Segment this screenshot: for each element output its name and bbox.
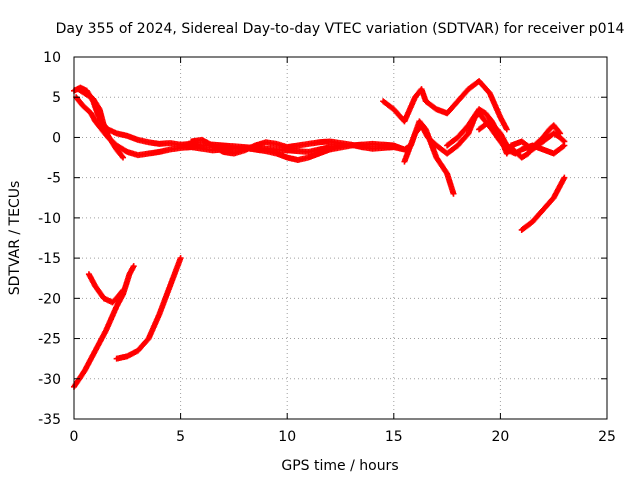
x-tick-label: 20: [491, 429, 509, 445]
data-point: [561, 174, 568, 181]
x-axis-title: GPS time / hours: [281, 458, 398, 474]
y-tick-label: -30: [38, 372, 61, 388]
x-tick-label: 10: [278, 429, 296, 445]
x-tick-label: 5: [176, 429, 185, 445]
series-arc-4: [188, 136, 408, 157]
y-tick-label: -10: [38, 211, 61, 227]
data-point: [177, 255, 184, 262]
data-point: [119, 288, 126, 295]
data-point: [503, 126, 510, 133]
data-point: [557, 130, 564, 137]
plot-frame: [73, 56, 608, 420]
chart-title: Day 355 of 2024, Sidereal Day-to-day VTE…: [56, 21, 625, 37]
data-point: [119, 153, 126, 160]
series-arc-13: [113, 255, 184, 362]
x-tick-label: 0: [70, 429, 79, 445]
y-tick-label: 0: [52, 130, 61, 146]
y-tick-label: -5: [47, 171, 61, 187]
y-tick-label: 10: [43, 50, 61, 66]
data-point: [120, 154, 127, 161]
y-tick-label: -20: [38, 291, 61, 307]
series-arc-12: [85, 271, 127, 306]
series-arc-9: [476, 118, 564, 161]
y-tick-label: -35: [38, 412, 61, 428]
data-point: [450, 190, 457, 197]
series-arc-5: [380, 78, 510, 133]
data-point: [120, 287, 127, 294]
y-tick-label: -15: [38, 251, 61, 267]
data-point: [560, 137, 567, 144]
x-tick-label: 25: [598, 429, 616, 445]
data-point: [561, 138, 568, 145]
ticks: 0 5 10 15 20 25 -35 -30 -25 -20 -15 -10 -5 0 5 10: [38, 50, 616, 445]
y-tick-label: 5: [52, 90, 61, 106]
data-point: [556, 129, 563, 136]
y-tick-label: -25: [38, 332, 61, 348]
x-tick-label: 15: [385, 429, 403, 445]
data-point: [560, 143, 567, 150]
series-arc-10: [518, 174, 568, 233]
y-axis-title: SDTVAR / TECUs: [7, 181, 23, 296]
data-points: [71, 78, 568, 390]
data-point: [130, 263, 137, 270]
series-arc-3: [75, 86, 127, 161]
